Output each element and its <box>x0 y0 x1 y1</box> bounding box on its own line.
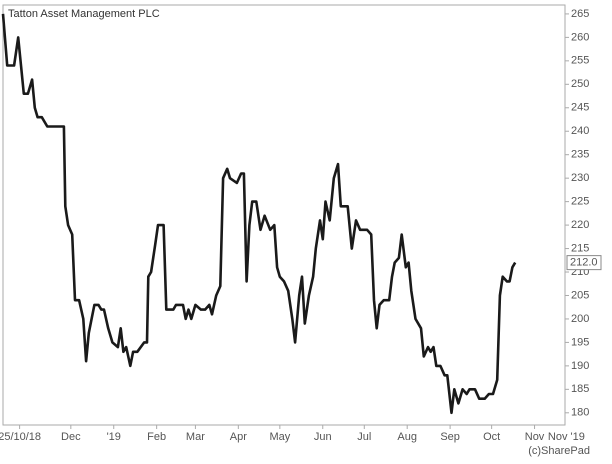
x-tick-label: Jun <box>314 431 332 443</box>
price-line <box>1 13 517 415</box>
y-tick-label: 205 <box>571 289 589 301</box>
last-value-box <box>566 255 602 271</box>
y-tick-label: 225 <box>571 196 589 208</box>
x-tick-label: '19 <box>107 431 121 443</box>
y-tick-label: 265 <box>571 8 589 20</box>
y-tick-label: 190 <box>571 360 589 372</box>
x-tick-label: Jul <box>357 431 371 443</box>
x-tick-label: Nov <box>525 431 545 443</box>
x-tick-label: Nov '19 <box>548 431 585 443</box>
x-tick-label: 25/10/18 <box>0 431 41 443</box>
y-tick-label: 235 <box>571 149 589 161</box>
y-tick-label: 220 <box>571 219 589 231</box>
y-tick-label: 215 <box>571 242 589 254</box>
x-tick-label: Oct <box>483 431 500 443</box>
y-tick-label: 230 <box>571 172 589 184</box>
chart-title: Tatton Asset Management PLC <box>8 8 160 20</box>
credit: (c)SharePad <box>528 445 590 457</box>
y-tick-label: 250 <box>571 78 589 90</box>
x-tick-label: Mar <box>186 431 205 443</box>
x-tick-label: Apr <box>230 431 247 443</box>
y-tick-label: 240 <box>571 125 589 137</box>
x-tick-label: Aug <box>397 431 417 443</box>
y-tick-label: 195 <box>571 336 589 348</box>
y-tick-label: 185 <box>571 383 589 395</box>
plot-frame <box>2 4 566 426</box>
y-tick-label: 245 <box>571 102 589 114</box>
x-tick-label: Dec <box>61 431 81 443</box>
x-tick-label: May <box>269 431 290 443</box>
y-tick-label: 180 <box>571 407 589 419</box>
y-tick-label: 255 <box>571 55 589 67</box>
y-tick-label: 200 <box>571 313 589 325</box>
x-tick-label: Sep <box>440 431 460 443</box>
last-value-label: 212.0 <box>570 257 598 269</box>
y-tick-label: 260 <box>571 31 589 43</box>
x-tick-label: Feb <box>147 431 166 443</box>
